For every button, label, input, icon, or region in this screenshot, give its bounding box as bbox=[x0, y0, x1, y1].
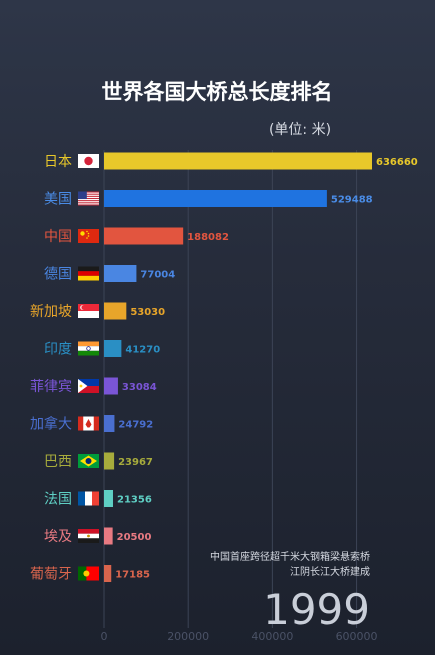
bar bbox=[104, 302, 127, 320]
flag-icon-eg bbox=[78, 529, 99, 543]
bar bbox=[104, 415, 115, 432]
value-label: 53030 bbox=[130, 307, 165, 318]
x-axis-ticks: 0 200000 400000 600000 bbox=[101, 630, 378, 643]
chart-title: 世界各国大桥总长度排名 bbox=[102, 80, 333, 104]
category-label: 巴西 bbox=[44, 454, 72, 470]
bars bbox=[104, 152, 372, 582]
category-label: 印度 bbox=[44, 342, 72, 358]
category-label: 中国 bbox=[44, 229, 72, 245]
bar bbox=[104, 227, 184, 245]
bar bbox=[104, 265, 137, 282]
flag-icon-br bbox=[78, 454, 99, 468]
annotation-line-2: 江阴长江大桥建成 bbox=[290, 565, 370, 578]
bar bbox=[104, 190, 327, 207]
flag-icon-de bbox=[78, 266, 99, 281]
year-label: 1999 bbox=[263, 585, 370, 634]
annotation-line-1: 中国首座跨径超千米大钢箱梁悬索桥 bbox=[210, 550, 370, 563]
bar bbox=[104, 452, 115, 470]
x-tick-label: 600000 bbox=[336, 630, 378, 643]
value-labels: 636660 529488 188082 77004 53030 41270 33084 24… bbox=[115, 157, 418, 581]
flag-icon-cn bbox=[78, 229, 99, 243]
flag-icon-ca bbox=[78, 416, 99, 431]
flags bbox=[78, 154, 99, 581]
category-label: 日本 bbox=[44, 154, 72, 170]
value-label: 20500 bbox=[117, 532, 152, 543]
flag-icon-us bbox=[78, 191, 99, 206]
value-label: 17185 bbox=[115, 570, 150, 581]
category-label: 埃及 bbox=[44, 529, 72, 545]
flag-icon-jp bbox=[78, 154, 99, 168]
category-label: 法国 bbox=[44, 492, 72, 508]
value-label: 41270 bbox=[125, 345, 160, 356]
category-label: 德国 bbox=[44, 267, 72, 283]
flag-icon-fr bbox=[78, 491, 99, 506]
category-label: 葡萄牙 bbox=[30, 567, 72, 583]
category-label: 新加坡 bbox=[30, 304, 72, 320]
x-tick-label: 400000 bbox=[251, 630, 293, 643]
category-label: 加拿大 bbox=[30, 416, 72, 433]
unit-label: (单位: 米) bbox=[269, 122, 331, 138]
bar bbox=[104, 152, 372, 170]
value-label: 23967 bbox=[118, 457, 153, 468]
value-label: 24792 bbox=[118, 420, 153, 431]
bar bbox=[104, 377, 118, 395]
category-label: 菲律宾 bbox=[30, 379, 72, 395]
value-label: 77004 bbox=[140, 270, 175, 281]
flag-icon-ph bbox=[78, 379, 99, 393]
category-label: 美国 bbox=[44, 192, 72, 208]
value-label: 529488 bbox=[331, 195, 373, 206]
value-label: 188082 bbox=[187, 232, 229, 243]
value-label: 21356 bbox=[117, 495, 152, 506]
value-label: 636660 bbox=[376, 157, 418, 168]
x-tick-label: 200000 bbox=[167, 630, 209, 643]
flag-icon-sg bbox=[78, 304, 99, 318]
bar bbox=[104, 565, 112, 582]
bar bbox=[104, 490, 113, 507]
value-label: 33084 bbox=[122, 382, 157, 393]
x-tick-label: 0 bbox=[101, 630, 108, 643]
flag-icon-in bbox=[78, 341, 99, 356]
bar bbox=[104, 340, 122, 357]
bar bbox=[104, 527, 113, 545]
flag-icon-pt bbox=[78, 566, 99, 581]
